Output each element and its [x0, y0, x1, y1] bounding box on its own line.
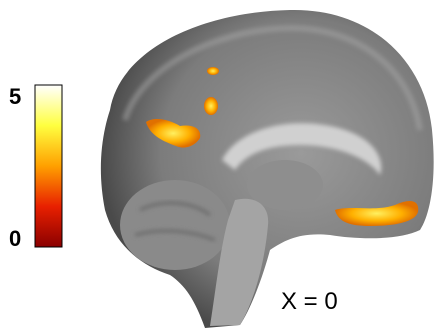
cerebellum	[120, 180, 230, 270]
colorbar-min-label: 0	[9, 226, 21, 251]
figure: 5 0 X = 0	[0, 0, 439, 329]
colorbar-max-label: 5	[9, 84, 21, 109]
slice-label: X = 0	[281, 288, 338, 315]
activation-blob	[204, 97, 218, 115]
activation-blob	[207, 67, 219, 75]
brain-image	[101, 10, 434, 328]
colorbar	[35, 85, 62, 247]
page: 5 0 X = 0 (() => { const data = JSON.par…	[0, 0, 439, 329]
